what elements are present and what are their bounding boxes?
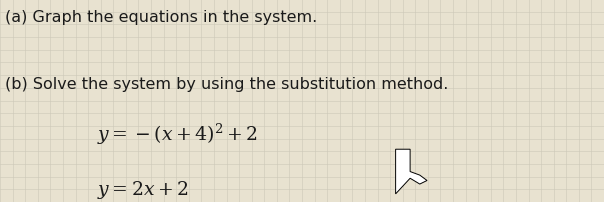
Text: (a) Graph the equations in the system.: (a) Graph the equations in the system. (5, 10, 317, 25)
Text: $y = 2x + 2$: $y = 2x + 2$ (97, 178, 188, 200)
Text: $y = -(x+4)^2 + 2$: $y = -(x+4)^2 + 2$ (97, 121, 257, 146)
Text: (b) Solve the system by using the substitution method.: (b) Solve the system by using the substi… (5, 77, 448, 92)
Polygon shape (396, 149, 427, 194)
